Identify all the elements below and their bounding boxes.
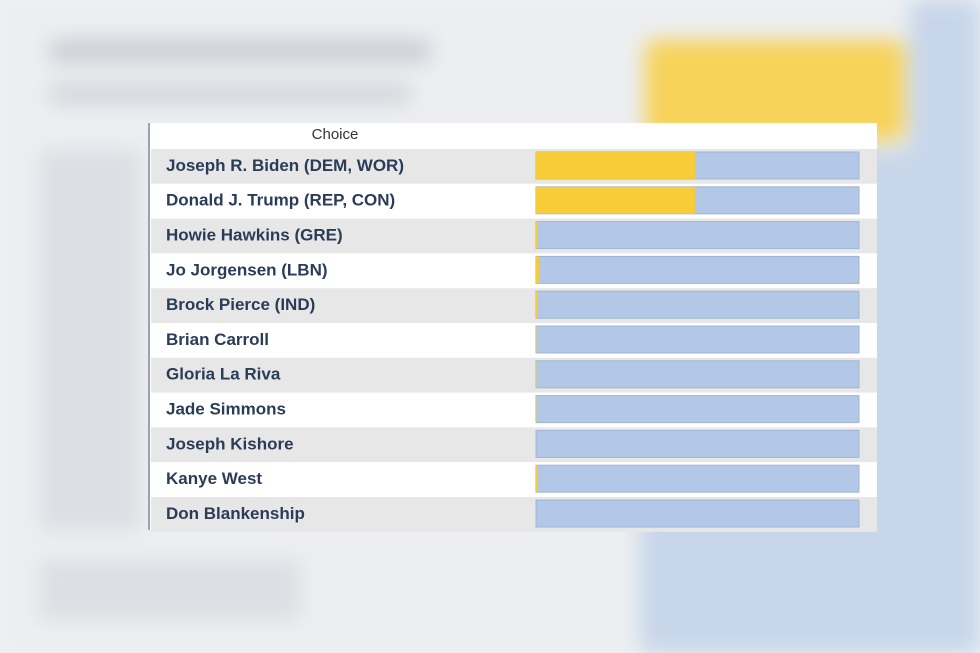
candidate-name: Gloria La Riva	[166, 365, 281, 384]
candidate-name: Brock Pierce (IND)	[166, 295, 315, 314]
candidate-name: Jade Simmons	[166, 399, 286, 418]
bar-track	[535, 290, 860, 319]
bg-yellow	[645, 40, 905, 140]
candidate-name: Joseph Kishore	[166, 434, 294, 453]
bar-track	[535, 395, 860, 424]
bg-block	[40, 560, 300, 620]
bar	[536, 291, 538, 319]
bg-line	[50, 85, 410, 103]
bar	[536, 152, 696, 179]
candidate-name: Joseph R. Biden (DEM, WOR)	[166, 156, 404, 175]
bg-blue-edge	[910, 0, 980, 653]
bar	[536, 256, 539, 284]
column-header: Choice	[312, 126, 359, 143]
candidate-name: Donald J. Trump (REP, CON)	[166, 191, 395, 210]
bar-track	[535, 325, 860, 354]
bar	[536, 186, 695, 214]
bar-track	[535, 255, 860, 284]
bar-track	[535, 499, 860, 528]
bar-track	[535, 221, 860, 250]
bar-track	[535, 360, 860, 389]
bg-line	[50, 40, 430, 62]
bar	[536, 465, 537, 493]
candidate-name: Kanye West	[166, 469, 262, 488]
bar	[536, 221, 538, 249]
bar-track	[535, 464, 860, 493]
candidate-name: Brian Carroll	[166, 330, 269, 349]
bar-track	[535, 429, 860, 458]
candidate-name: Don Blankenship	[166, 504, 305, 523]
bg-column	[40, 150, 140, 530]
candidate-name: Jo Jorgensen (LBN)	[166, 260, 328, 279]
candidate-name: Howie Hawkins (GRE)	[166, 225, 343, 244]
